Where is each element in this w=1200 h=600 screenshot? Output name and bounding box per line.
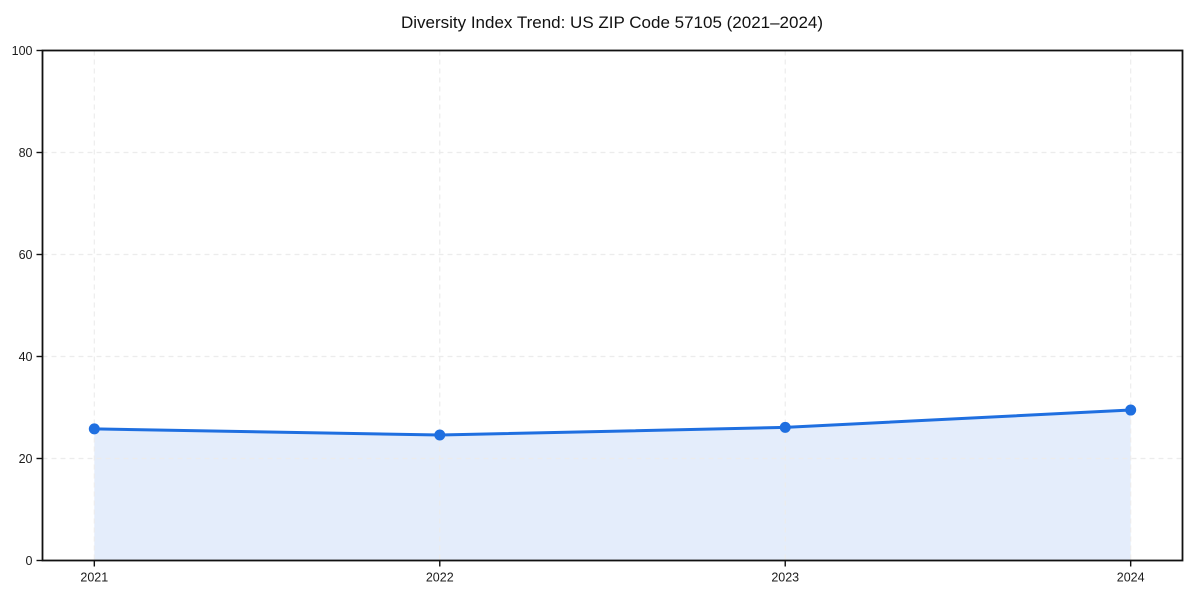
x-tick-label: 2024 — [1117, 571, 1145, 585]
plot-area: 0 20 40 60 80 100 2021 2022 2023 2024 — [12, 44, 1184, 585]
y-tick-label: 80 — [19, 146, 33, 160]
data-point — [88, 423, 100, 435]
y-tick-label: 40 — [19, 350, 33, 364]
data-point — [1125, 404, 1137, 416]
trend-line — [92, 408, 1133, 437]
y-tick-label: 20 — [19, 452, 33, 466]
data-point — [434, 429, 446, 441]
area-fill — [94, 410, 1131, 561]
data-point — [779, 421, 791, 433]
y-tick-label: 100 — [12, 44, 33, 58]
y-tick-label: 60 — [19, 248, 33, 262]
x-tick-label: 2022 — [426, 571, 454, 585]
x-tick-label: 2021 — [80, 571, 108, 585]
x-tick-label: 2023 — [771, 571, 799, 585]
chart-title: Diversity Index Trend: US ZIP Code 57105… — [401, 13, 823, 32]
axis-spines — [41, 49, 1184, 562]
y-tick-label: 0 — [26, 554, 33, 568]
